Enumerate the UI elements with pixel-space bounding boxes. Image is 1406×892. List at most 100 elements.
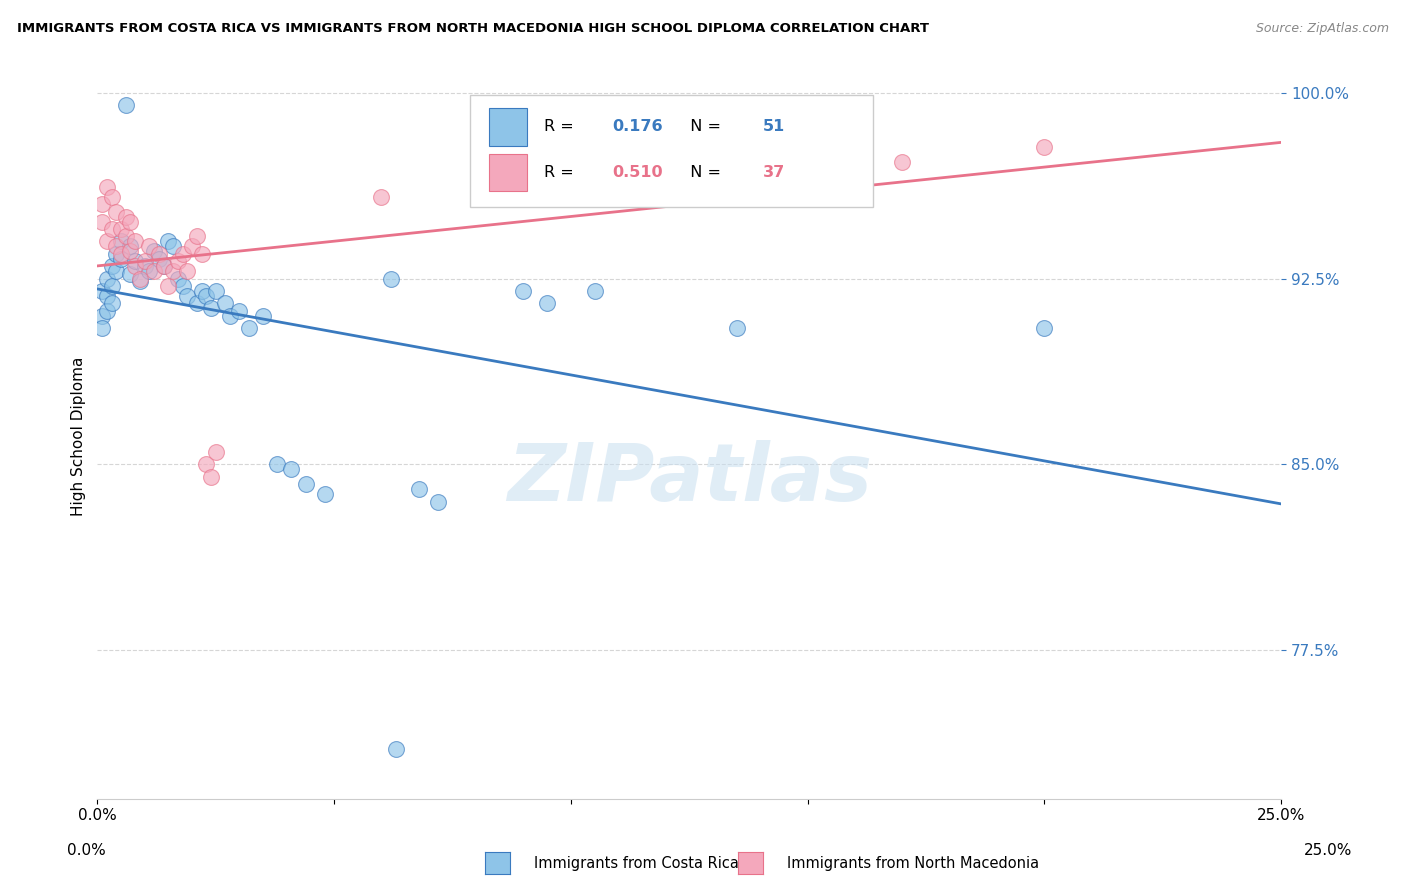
Y-axis label: High School Diploma: High School Diploma: [72, 356, 86, 516]
Point: [195, 289, 218, 303]
Point: [100, 190, 122, 204]
Point: [725, 321, 748, 335]
Text: 37: 37: [762, 165, 785, 180]
Text: ZIPatlas: ZIPatlas: [506, 441, 872, 518]
Point: [314, 487, 336, 501]
Point: [176, 264, 198, 278]
Point: [176, 289, 198, 303]
Text: 51: 51: [762, 120, 785, 134]
Point: [129, 274, 152, 288]
Text: IMMIGRANTS FROM COSTA RICA VS IMMIGRANTS FROM NORTH MACEDONIA HIGH SCHOOL DIPLOM: IMMIGRANTS FROM COSTA RICA VS IMMIGRANTS…: [17, 22, 929, 36]
Point: [96, 303, 118, 318]
Point: [120, 239, 142, 253]
Point: [110, 252, 132, 266]
Point: [186, 229, 208, 244]
Point: [148, 252, 170, 266]
Point: [138, 264, 160, 278]
Point: [96, 289, 118, 303]
Point: [162, 264, 184, 278]
Point: [219, 309, 242, 323]
Point: [1033, 321, 1056, 335]
Point: [702, 165, 724, 179]
Point: [166, 254, 188, 268]
Text: 0.0%: 0.0%: [67, 843, 107, 858]
Text: N =: N =: [679, 165, 725, 180]
Point: [124, 254, 146, 268]
Text: Immigrants from Costa Rica: Immigrants from Costa Rica: [534, 856, 740, 871]
Point: [96, 235, 118, 249]
Point: [129, 271, 152, 285]
Text: 0.176: 0.176: [612, 120, 662, 134]
Point: [214, 296, 236, 310]
Point: [100, 259, 122, 273]
Point: [172, 247, 194, 261]
Point: [96, 180, 118, 194]
Point: [152, 259, 174, 273]
Point: [195, 458, 218, 472]
Point: [190, 247, 212, 261]
Point: [124, 235, 146, 249]
Point: [110, 247, 132, 261]
Point: [181, 239, 204, 253]
Point: [380, 271, 402, 285]
Point: [100, 222, 122, 236]
Point: [294, 477, 316, 491]
Point: [166, 271, 188, 285]
Point: [114, 210, 136, 224]
FancyBboxPatch shape: [489, 153, 527, 191]
Point: [105, 247, 128, 261]
Point: [96, 271, 118, 285]
Point: [91, 197, 114, 211]
Text: 0.510: 0.510: [612, 165, 662, 180]
FancyBboxPatch shape: [489, 108, 527, 145]
Text: R =: R =: [544, 120, 578, 134]
Point: [186, 296, 208, 310]
Point: [152, 259, 174, 273]
Point: [100, 279, 122, 293]
Point: [114, 98, 136, 112]
Point: [91, 321, 114, 335]
Point: [200, 469, 222, 483]
Point: [512, 284, 534, 298]
Point: [204, 284, 226, 298]
Point: [200, 301, 222, 316]
Point: [172, 279, 194, 293]
Point: [120, 244, 142, 259]
Point: [148, 247, 170, 261]
Point: [110, 235, 132, 249]
Point: [228, 303, 250, 318]
Point: [110, 222, 132, 236]
Point: [252, 309, 274, 323]
Point: [280, 462, 302, 476]
Point: [891, 155, 914, 169]
Point: [100, 296, 122, 310]
Point: [190, 284, 212, 298]
Point: [583, 284, 606, 298]
Point: [427, 494, 450, 508]
Text: N =: N =: [679, 120, 725, 134]
Point: [266, 458, 288, 472]
Text: Immigrants from North Macedonia: Immigrants from North Macedonia: [787, 856, 1039, 871]
Point: [143, 244, 166, 259]
Point: [105, 204, 128, 219]
Point: [114, 229, 136, 244]
Point: [138, 239, 160, 253]
Point: [143, 264, 166, 278]
Point: [238, 321, 260, 335]
Text: Source: ZipAtlas.com: Source: ZipAtlas.com: [1256, 22, 1389, 36]
Point: [157, 279, 180, 293]
Text: R =: R =: [544, 165, 578, 180]
Text: 25.0%: 25.0%: [1305, 843, 1353, 858]
Point: [105, 239, 128, 253]
Point: [91, 284, 114, 298]
Point: [134, 254, 156, 268]
Point: [91, 214, 114, 228]
Point: [134, 259, 156, 273]
Point: [124, 259, 146, 273]
FancyBboxPatch shape: [470, 95, 873, 207]
Point: [408, 482, 430, 496]
Point: [370, 190, 392, 204]
Point: [91, 309, 114, 323]
Point: [157, 235, 180, 249]
Point: [105, 264, 128, 278]
